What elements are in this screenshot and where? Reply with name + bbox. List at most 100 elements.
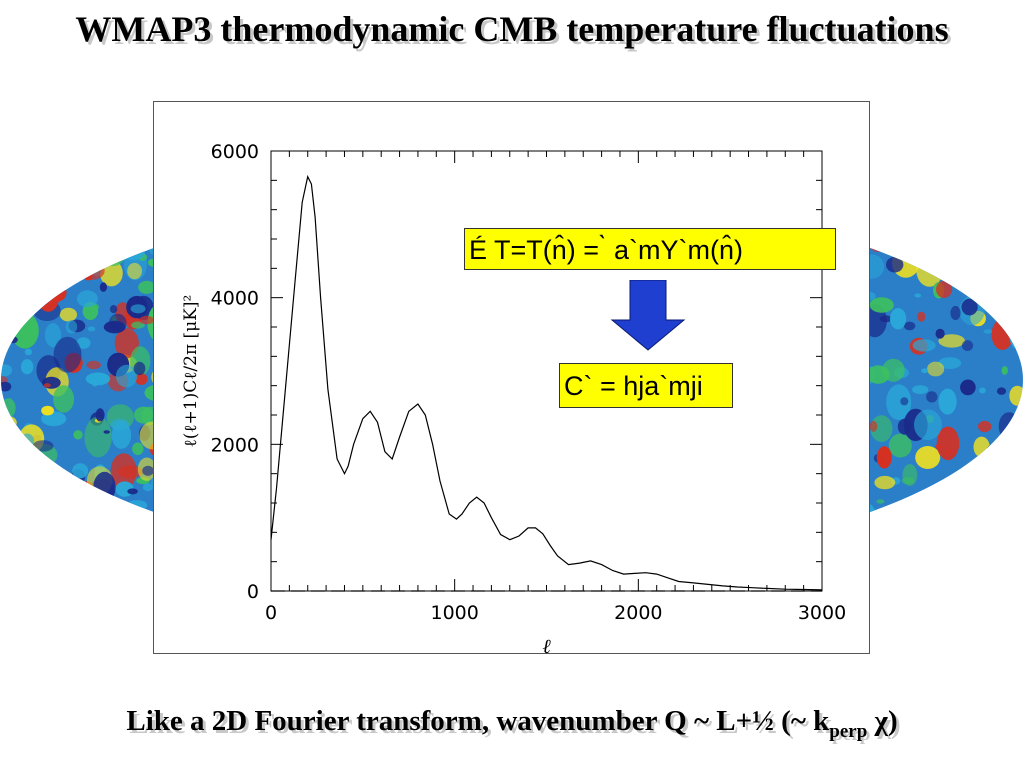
map-texture-blob (74, 195, 93, 215)
map-texture-blob (122, 246, 145, 261)
map-texture-blob (938, 388, 957, 415)
map-texture-blob (26, 535, 50, 558)
map-texture-blob (99, 282, 107, 292)
map-texture-blob (79, 216, 90, 226)
map-texture-blob (982, 248, 1002, 261)
map-texture-blob (869, 297, 894, 313)
map-texture-blob (950, 558, 965, 565)
y-tick-label: 4000 (211, 288, 259, 310)
map-texture-blob (962, 472, 969, 478)
map-texture-blob (110, 453, 137, 489)
map-texture-blob (138, 280, 156, 294)
map-texture-blob (85, 372, 111, 386)
map-texture-blob (1, 322, 17, 341)
map-texture-blob (971, 212, 989, 232)
map-texture-blob (81, 539, 89, 546)
map-texture-blob (938, 523, 953, 539)
map-texture-blob (43, 383, 51, 388)
map-texture-blob (973, 503, 982, 513)
map-texture-blob (888, 550, 909, 565)
map-texture-blob (21, 267, 34, 285)
map-texture-blob (950, 494, 974, 512)
map-texture-blob (916, 253, 943, 287)
map-texture-blob (938, 357, 962, 369)
map-texture-blob (48, 526, 69, 539)
map-texture-blob (976, 488, 1003, 509)
map-texture-blob (9, 487, 37, 517)
map-texture-blob (913, 258, 923, 267)
slide-caption: Like a 2D Fourier transform, wavenumber … (0, 705, 1024, 743)
map-texture-blob (6, 491, 17, 498)
map-texture-blob (936, 280, 953, 298)
map-texture-blob (963, 529, 976, 547)
map-texture-blob (21, 309, 29, 320)
map-texture-blob (979, 387, 986, 394)
map-texture-blob (11, 312, 39, 349)
map-texture-blob (935, 328, 945, 339)
map-texture-blob (123, 211, 140, 223)
map-texture-blob (944, 449, 953, 456)
map-texture-blob (28, 469, 39, 481)
map-texture-blob (130, 304, 146, 314)
map-texture-blob (9, 484, 25, 504)
map-texture-blob (24, 195, 53, 223)
map-texture-blob (96, 210, 121, 228)
formula-cl-box: C` = hja`mji (559, 363, 733, 408)
map-texture-blob (1007, 541, 1023, 561)
map-texture-blob (73, 430, 83, 440)
map-texture-blob (135, 544, 151, 565)
map-texture-blob (924, 495, 932, 503)
map-texture-blob (1, 491, 18, 504)
map-texture-blob (1, 398, 16, 418)
map-texture-blob (876, 499, 885, 504)
map-texture-blob (134, 406, 153, 424)
map-texture-blob (912, 385, 929, 395)
map-texture-blob (914, 409, 942, 441)
y-axis-label: ℓ(ℓ+1)Cℓ/2π [μK]² (181, 295, 201, 448)
map-texture-blob (874, 475, 896, 490)
map-texture-blob (57, 209, 72, 228)
map-texture-blob (87, 326, 96, 332)
map-texture-blob (878, 526, 898, 548)
map-texture-blob (74, 533, 86, 540)
map-texture-blob (118, 514, 138, 540)
map-texture-blob (886, 256, 904, 273)
map-texture-blob (909, 201, 920, 217)
map-texture-blob (112, 221, 135, 241)
map-texture-blob (973, 436, 990, 458)
y-tick-label: 6000 (211, 141, 259, 163)
map-texture-blob (975, 470, 1004, 494)
map-texture-blob (126, 500, 148, 511)
map-texture-blob (1, 512, 22, 533)
map-texture-blob (1, 472, 17, 493)
map-texture-blob (104, 204, 130, 224)
map-texture-blob (8, 271, 27, 287)
map-texture-blob (68, 274, 78, 284)
map-texture-blob (32, 440, 54, 452)
map-texture-blob (114, 328, 139, 359)
map-texture-blob (59, 307, 77, 322)
map-texture-blob (984, 248, 995, 254)
map-texture-blob (36, 199, 45, 207)
map-texture-blob (53, 336, 82, 373)
map-texture-blob (17, 454, 38, 479)
x-tick-label: 2000 (614, 602, 662, 624)
map-texture-blob (44, 323, 62, 348)
map-texture-blob (1, 559, 14, 565)
map-texture-blob (926, 391, 938, 403)
map-texture-blob (888, 433, 912, 458)
map-texture-blob (869, 420, 878, 432)
map-texture-blob (961, 340, 974, 351)
map-texture-blob (926, 226, 949, 253)
map-texture-blob (142, 465, 154, 476)
map-texture-blob (921, 368, 929, 374)
map-texture-blob (927, 361, 945, 377)
map-texture-blob (18, 538, 29, 549)
map-texture-blob (20, 268, 46, 300)
map-texture-blob (85, 547, 111, 565)
map-texture-blob (93, 471, 116, 502)
map-texture-blob (119, 532, 137, 554)
map-texture-blob (51, 203, 69, 222)
map-texture-blob (885, 236, 892, 244)
caption-end: χ) (867, 705, 898, 737)
